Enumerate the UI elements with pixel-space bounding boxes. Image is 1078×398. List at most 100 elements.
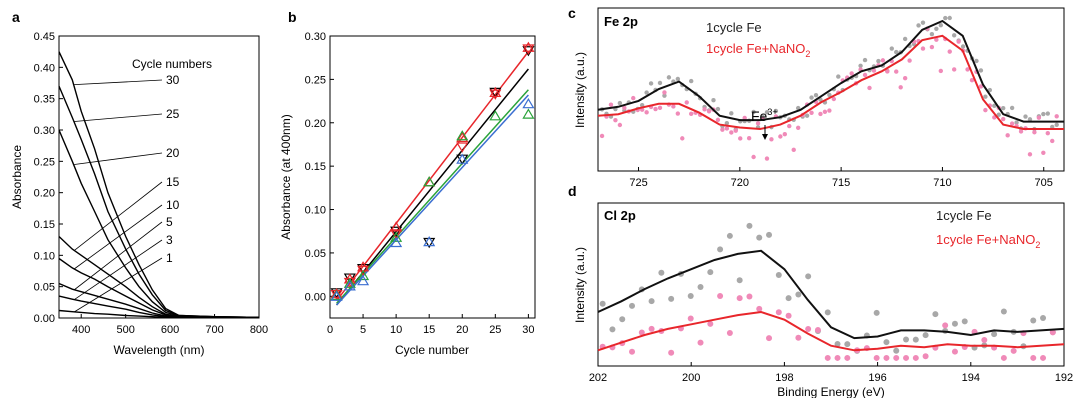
panel-c-dot-fe-nano2 — [764, 156, 770, 161]
panel-b-ytick-label: 0.15 — [305, 161, 326, 173]
panel-a-xtick-label: 800 — [250, 324, 268, 336]
panel-d-dot-fe — [697, 283, 704, 290]
panel-d-dot-fe — [1040, 315, 1047, 322]
panel-c-dot-fe-nano2 — [1036, 115, 1042, 120]
panel-b-point-red — [330, 288, 343, 299]
panel-d-dot-fe-nano2 — [775, 309, 782, 316]
panel-c: c Fe 2p 725 720 715 710 705 1cycle Fe 1cycle… — [568, 5, 1065, 189]
panel-c-dot-fe-nano2 — [965, 67, 970, 72]
panel-c-dot-fe-nano2 — [724, 126, 730, 131]
panel-a-leader-5 — [74, 221, 163, 291]
panel-d-dot-fe-nano2 — [697, 339, 704, 346]
panel-c-dot-fe — [836, 74, 841, 79]
panel-b-point-red — [456, 131, 469, 143]
panel-d-dot-fe-nano2 — [668, 349, 675, 356]
panel-a-cycle-label-20: 20 — [166, 146, 180, 160]
panel-b-xtick-label: 10 — [390, 324, 402, 336]
panel-c-dot-fe-nano2 — [715, 117, 721, 123]
panel-c-dot-fe — [751, 109, 756, 115]
panel-b: b 0 5 10 15 20 25 30 0.00 0.05 0.10 0.15 0.20 0.25 0.… — [279, 9, 536, 357]
panel-c-label: c — [568, 5, 576, 21]
panel-d-dot-fe — [668, 295, 675, 302]
panel-c-dot-fe — [992, 103, 997, 109]
panel-c-dot-fe — [711, 98, 716, 103]
panel-a-ytick-label: 0.15 — [34, 219, 55, 231]
panel-d-dot-fe-nano2 — [873, 354, 880, 361]
panel-c-dot-fe-nano2 — [702, 107, 707, 112]
panel-c-dot-fe-nano2 — [791, 147, 796, 153]
panel-a-cycle-label-1: 1 — [166, 251, 173, 265]
panel-c-dot-fe-nano2 — [1001, 116, 1006, 122]
panel-d-dot-fe — [922, 332, 929, 339]
panel-d-dot-fe-nano2 — [726, 329, 733, 336]
panel-d-dot-fe — [834, 340, 841, 347]
panel-b-point-red — [522, 44, 535, 55]
panel-d-xtick-label: 194 — [962, 372, 980, 384]
panel-d-dot-fe-nano2 — [922, 353, 929, 360]
panel-c-dot-fe-nano2 — [738, 136, 743, 141]
panel-b-label: b — [288, 9, 297, 25]
panel-a-ytick-label: 0.10 — [34, 250, 55, 262]
panel-c-dot-fe — [858, 63, 863, 69]
panel-b-point-blue — [423, 235, 436, 247]
panel-b-ytick-label: 0.05 — [305, 248, 326, 260]
panel-c-dot-fe-nano2 — [742, 115, 747, 121]
panel-a-curve-10 — [58, 257, 259, 319]
panel-d-ylabel: Intensity (a.u.) — [573, 247, 587, 323]
panel-c-dot-fe — [902, 36, 908, 42]
panel-d-dot-fe-nano2 — [687, 315, 694, 322]
panel-d-dot-fe — [991, 331, 998, 338]
panel-d-dot-fe — [629, 302, 636, 309]
panel-d-dot-fe — [824, 309, 831, 316]
panel-b-point-red — [522, 41, 535, 52]
panel-c-dot-fe-nano2 — [751, 154, 756, 160]
panel-c-dot-fe-nano2 — [862, 72, 868, 78]
panel-d-dot-fe — [648, 298, 655, 305]
panel-d-xtick-label: 200 — [682, 372, 700, 384]
panel-c-title: Fe 2p — [604, 14, 638, 29]
panel-a-leader-1 — [74, 257, 163, 313]
panel-c-dot-fe-nano2 — [795, 125, 801, 130]
panel-d-dot-fe-nano2 — [981, 337, 988, 344]
panel-c-dot-fe-nano2 — [822, 109, 828, 114]
panel-b-ytick-label: 0.00 — [305, 291, 326, 303]
panel-d-dot-fe — [903, 336, 910, 343]
panel-d-dot-fe-nano2 — [795, 334, 802, 341]
panel-b-ytick-label: 0.25 — [305, 74, 326, 86]
panel-b-fit-black — [336, 68, 529, 306]
panel-d-dot-fe-nano2 — [746, 293, 753, 300]
panel-d-dot-fe — [1000, 308, 1007, 315]
panel-a-frame — [58, 35, 260, 319]
panel-b-point-red — [390, 229, 403, 240]
panel-c-dot-fe-nano2 — [849, 71, 854, 76]
panel-c-dot-fe — [827, 92, 832, 98]
panel-c-dot-fe-nano2 — [947, 49, 952, 54]
panel-c-dot-fe — [1045, 111, 1050, 116]
panel-c-dot-fe-nano2 — [1005, 133, 1010, 138]
panel-d-dot-fe-nano2 — [912, 354, 919, 361]
panel-c-dot-fe-nano2 — [617, 122, 623, 128]
panel-d-dot-fe-nano2 — [756, 305, 763, 312]
panel-d-dot-fe-nano2 — [1000, 354, 1007, 361]
panel-c-dot-fe — [1009, 105, 1015, 111]
panel-c-dot-fe — [862, 57, 868, 63]
panel-a-cycle-label-10: 10 — [166, 198, 180, 212]
panel-d-dot-fe-nano2 — [824, 354, 831, 361]
panel-c-dot-fe-nano2 — [907, 58, 912, 63]
panel-d-legend-fe: 1cycle Fe — [936, 208, 992, 223]
panel-b-xtick-label: 0 — [327, 324, 333, 336]
panel-d-dot-fe — [912, 336, 919, 343]
panel-b-xlabel: Cycle number — [395, 343, 469, 357]
panel-d-dot-fe-nano2 — [893, 354, 900, 361]
panel-c-dot-fe — [657, 80, 663, 86]
panel-d-line-fe — [597, 249, 1065, 340]
panel-c-dot-fe-nano2 — [831, 96, 837, 102]
panel-b-point-green — [456, 130, 469, 141]
panel-b-ytick-label: 0.10 — [305, 205, 326, 217]
panel-a-ytick-label: 0.20 — [34, 188, 55, 200]
panel-d-label: d — [568, 183, 577, 199]
panel-b-frame — [329, 35, 536, 319]
panel-c-line-fe — [597, 19, 1064, 123]
panel-b-point-red — [489, 86, 502, 98]
panel-c-dot-fe-nano2 — [622, 105, 627, 111]
